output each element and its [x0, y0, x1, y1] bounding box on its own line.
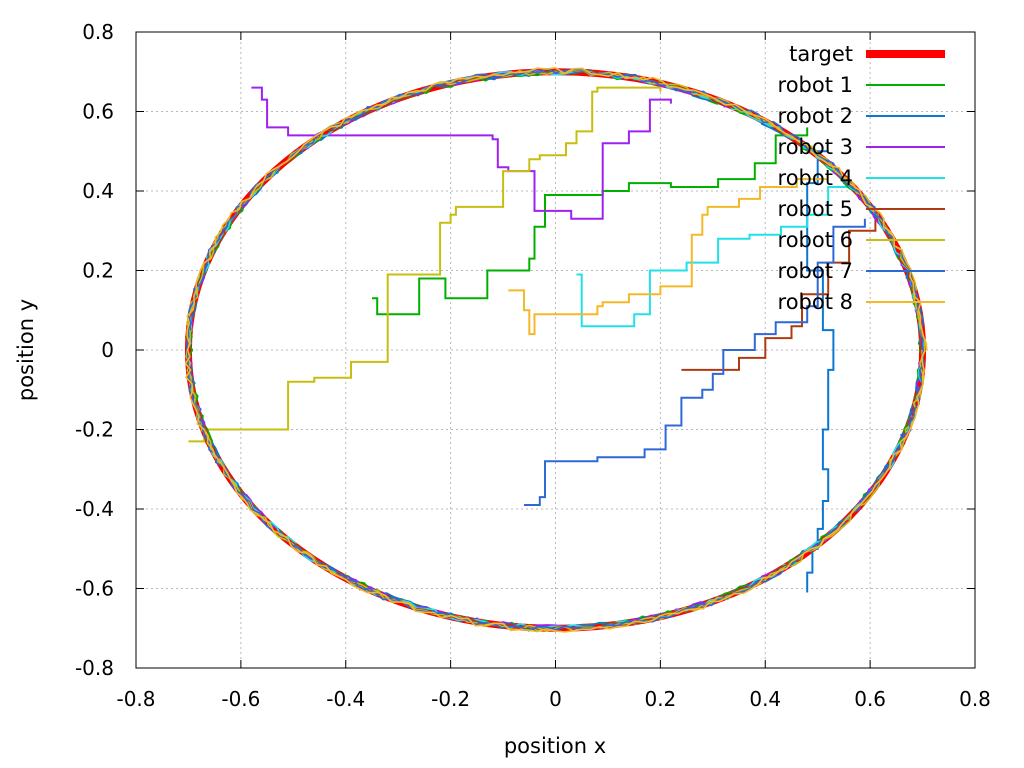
- legend-label-robot-7: robot 7: [778, 259, 853, 283]
- x-tick-label: 0.4: [749, 687, 781, 711]
- y-axis-label: position y: [14, 299, 38, 401]
- y-tick-label: -0.6: [75, 577, 114, 601]
- legend: target robot 1 robot 2 robot 3 robot 4 robot …: [778, 42, 945, 314]
- y-tick-label: 0.6: [82, 100, 114, 124]
- y-tick-label: 0.8: [82, 20, 114, 44]
- robot-8-orbit: [184, 66, 928, 633]
- y-tick-labels: -0.8 -0.6 -0.4 -0.2 0 0.2 0.4 0.6 0.8: [75, 20, 114, 680]
- y-tick-label: -0.8: [75, 656, 114, 680]
- robot-4-trajectory: [576, 179, 851, 328]
- y-tick-label: -0.2: [75, 418, 114, 442]
- robot-1-trajectory: [372, 127, 809, 316]
- grid-lines: [136, 32, 975, 668]
- x-tick-labels: -0.8 -0.6 -0.4 -0.2 0 0.2 0.4 0.6 0.8: [116, 687, 990, 711]
- plot-area: [184, 66, 928, 633]
- y-tick-label: -0.4: [75, 497, 114, 521]
- x-tick-label: -0.4: [326, 687, 365, 711]
- x-tick-label: 0: [549, 687, 562, 711]
- legend-label-robot-1: robot 1: [778, 73, 853, 97]
- legend-label-robot-8: robot 8: [778, 290, 853, 314]
- legend-label-robot-2: robot 2: [778, 104, 853, 128]
- x-tick-label: -0.8: [116, 687, 155, 711]
- y-tick-label: 0: [101, 338, 114, 362]
- legend-label-robot-5: robot 5: [778, 197, 853, 221]
- axis-ticks: [135, 31, 976, 669]
- x-tick-label: 0.8: [959, 687, 991, 711]
- robot-8-trajectory: [508, 178, 829, 336]
- robot-1-orbit: [187, 69, 925, 630]
- x-tick-label: 0.6: [854, 687, 886, 711]
- legend-label-robot-6: robot 6: [778, 228, 853, 252]
- x-tick-label: 0.2: [644, 687, 676, 711]
- x-tick-label: -0.6: [221, 687, 260, 711]
- robot-6-trajectory: [188, 86, 662, 443]
- robot-5-trajectory: [681, 218, 877, 371]
- legend-label-robot-3: robot 3: [778, 135, 853, 159]
- y-tick-label: 0.2: [82, 259, 114, 283]
- x-tick-label: -0.2: [431, 687, 470, 711]
- y-tick-label: 0.4: [82, 179, 114, 203]
- robot-3-trajectory: [251, 86, 672, 220]
- x-axis-label: position x: [504, 734, 606, 758]
- legend-label-robot-4: robot 4: [778, 166, 853, 190]
- legend-label-target: target: [789, 42, 853, 66]
- robot-7-trajectory: [524, 218, 866, 506]
